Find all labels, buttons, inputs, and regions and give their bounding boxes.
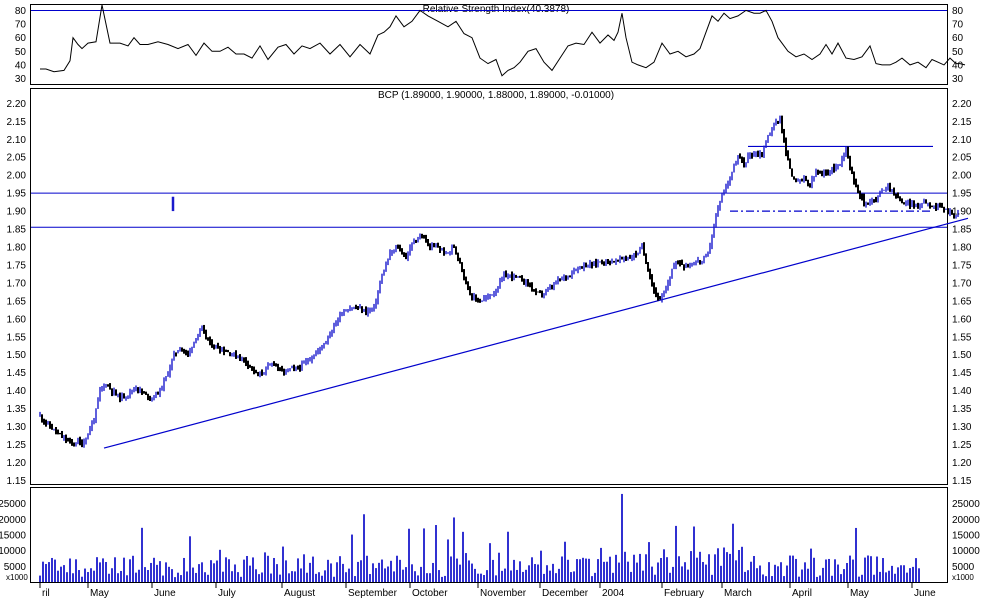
price-ytick-right-4: 1.35 <box>952 404 972 415</box>
price-ytick-left-10: 1.65 <box>7 296 27 307</box>
volume-panel-frame <box>30 487 948 583</box>
price-ytick-left-16: 1.95 <box>7 189 27 200</box>
rsi-panel-frame <box>30 4 948 85</box>
price-ytick-left-0: 1.15 <box>7 476 27 487</box>
rsi-ytick-left-2: 50 <box>15 47 27 58</box>
price-title: BCP (1.89000, 1.90000, 1.88000, 1.89000,… <box>378 90 614 101</box>
volume-layer <box>39 493 920 582</box>
rsi-ytick-right-5: 80 <box>952 6 964 17</box>
rsi-series-line <box>40 4 966 77</box>
price-ytick-right-8: 1.55 <box>952 332 972 343</box>
xtick-label-0: ril <box>42 588 50 599</box>
price-ytick-right-19: 2.10 <box>952 135 972 146</box>
price-ytick-right-6: 1.45 <box>952 368 972 379</box>
xtick-label-2: June <box>154 588 176 599</box>
volume-ytick-right-0: 5000 <box>952 562 975 573</box>
price-ytick-left-11: 1.70 <box>7 278 27 289</box>
xtick-label-7: November <box>480 588 527 599</box>
rsi-ytick-left-3: 60 <box>15 33 27 44</box>
price-ytick-right-0: 1.15 <box>952 476 972 487</box>
price-ytick-right-20: 2.15 <box>952 117 972 128</box>
volume-ytick-right-1: 10000 <box>952 546 980 557</box>
price-ytick-right-13: 1.80 <box>952 243 972 254</box>
price-ytick-left-9: 1.60 <box>7 314 27 325</box>
volume-ytick-left-1: 10000 <box>0 546 26 557</box>
price-ytick-left-4: 1.35 <box>7 404 27 415</box>
price-ytick-right-1: 1.20 <box>952 458 972 469</box>
price-ytick-left-17: 2.00 <box>7 171 27 182</box>
price-ytick-left-14: 1.85 <box>7 225 27 236</box>
rsi-ytick-left-0: 30 <box>15 74 27 85</box>
volume-unit-left: x1000 <box>6 573 28 582</box>
price-ytick-left-12: 1.75 <box>7 260 27 271</box>
rsi-title: Relative Strength Index(40.3878) <box>423 4 570 15</box>
price-ytick-right-16: 1.95 <box>952 189 972 200</box>
price-ytick-right-11: 1.70 <box>952 278 972 289</box>
volume-ytick-left-0: 5000 <box>4 562 27 573</box>
volume-ytick-right-4: 25000 <box>952 499 980 510</box>
xtick-label-14: June <box>914 588 936 599</box>
price-ytick-right-7: 1.50 <box>952 350 972 361</box>
volume-unit-right: x1000 <box>952 573 974 582</box>
price-ytick-right-14: 1.85 <box>952 225 972 236</box>
price-ytick-right-12: 1.75 <box>952 260 972 271</box>
price-ytick-left-6: 1.45 <box>7 368 27 379</box>
price-ytick-left-18: 2.05 <box>7 153 27 164</box>
xtick-label-12: April <box>792 588 812 599</box>
price-ytick-left-8: 1.55 <box>7 332 27 343</box>
price-ytick-left-5: 1.40 <box>7 386 27 397</box>
rsi-ytick-left-5: 80 <box>15 6 27 17</box>
price-ytick-left-15: 1.90 <box>7 207 27 218</box>
price-ytick-right-2: 1.25 <box>952 440 972 451</box>
price-ytick-right-3: 1.30 <box>952 422 972 433</box>
xtick-label-4: August <box>284 588 315 599</box>
price-ytick-left-19: 2.10 <box>7 135 27 146</box>
rsi-ytick-right-4: 70 <box>952 20 964 31</box>
price-layer <box>31 115 969 449</box>
axis-layer: 30 30 40 40 50 50 60 60 70 70 80 80 1.15 1.15 1.20 1.20… <box>0 6 980 599</box>
price-ytick-left-21: 2.20 <box>7 99 27 110</box>
price-ytick-right-15: 1.90 <box>952 207 972 218</box>
xtick-label-9: 2004 <box>602 588 625 599</box>
price-ytick-left-20: 2.15 <box>7 117 27 128</box>
xtick-label-10: February <box>664 588 704 599</box>
volume-ytick-left-4: 25000 <box>0 499 26 510</box>
rsi-layer <box>31 4 966 77</box>
xtick-label-3: July <box>218 588 236 599</box>
rsi-ytick-left-1: 40 <box>15 60 27 71</box>
xtick-label-1: May <box>90 588 109 599</box>
volume-ytick-right-2: 15000 <box>952 531 980 542</box>
xtick-label-11: March <box>724 588 752 599</box>
rsi-ytick-right-1: 40 <box>952 60 964 71</box>
xtick-label-5: September <box>348 588 398 599</box>
volume-ytick-left-2: 15000 <box>0 531 26 542</box>
rsi-ytick-left-4: 70 <box>15 20 27 31</box>
price-panel-frame <box>30 88 948 485</box>
price-ytick-right-17: 2.00 <box>952 171 972 182</box>
price-ytick-left-3: 1.30 <box>7 422 27 433</box>
price-ytick-right-10: 1.65 <box>952 296 972 307</box>
price-segment-2 <box>103 217 969 449</box>
price-ytick-right-5: 1.40 <box>952 386 972 397</box>
rsi-ytick-right-2: 50 <box>952 47 964 58</box>
xtick-label-6: October <box>412 588 448 599</box>
price-ytick-left-1: 1.20 <box>7 458 27 469</box>
rsi-ytick-right-3: 60 <box>952 33 964 44</box>
price-ytick-right-9: 1.60 <box>952 314 972 325</box>
price-ytick-left-13: 1.80 <box>7 243 27 254</box>
price-ytick-right-18: 2.05 <box>952 153 972 164</box>
volume-ytick-right-3: 20000 <box>952 515 980 526</box>
rsi-ytick-right-0: 30 <box>952 74 964 85</box>
price-ytick-left-2: 1.25 <box>7 440 27 451</box>
xtick-label-13: May <box>850 588 869 599</box>
price-ytick-right-21: 2.20 <box>952 99 972 110</box>
price-ytick-left-7: 1.50 <box>7 350 27 361</box>
volume-ytick-left-3: 20000 <box>0 515 26 526</box>
xtick-label-8: December <box>542 588 589 599</box>
